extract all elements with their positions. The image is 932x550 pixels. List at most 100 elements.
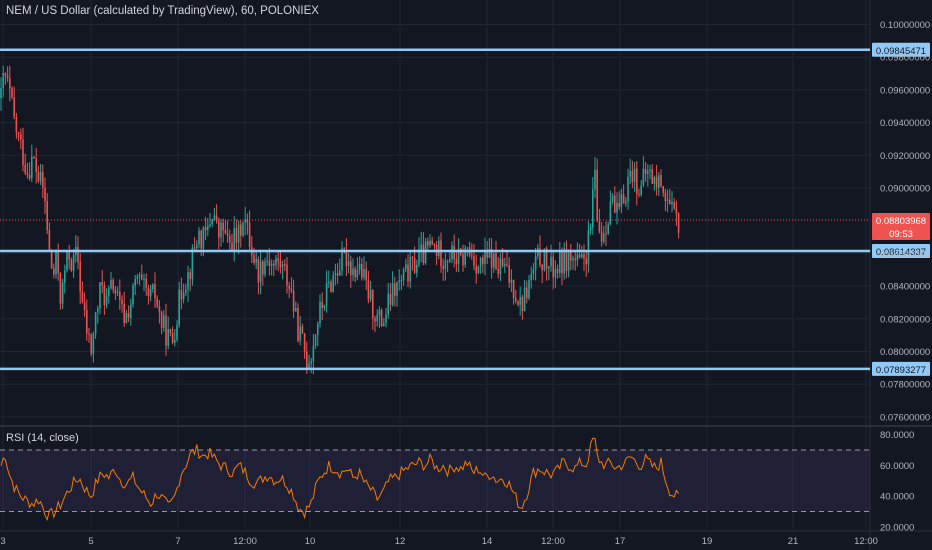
candle-body <box>633 168 636 182</box>
candle-body <box>603 233 605 242</box>
candle-body <box>13 97 15 118</box>
candle-body <box>44 187 46 202</box>
time-axis-tick-label: 12:00 <box>541 536 565 547</box>
candle-body <box>83 302 86 311</box>
price-axis-tick-label: 0.09400000 <box>880 118 930 129</box>
candle-body <box>66 251 68 271</box>
candle-body <box>314 335 317 346</box>
candle-body <box>391 283 394 305</box>
candle-body <box>394 283 396 296</box>
candle-body <box>614 195 616 213</box>
candle-body <box>147 287 150 297</box>
candle-body <box>673 202 675 209</box>
candle-body <box>213 215 216 220</box>
candle-body <box>550 256 552 267</box>
candle-body <box>125 312 128 324</box>
candle-body <box>176 325 178 340</box>
candle-body <box>218 221 220 238</box>
candle-body <box>625 201 627 204</box>
candle-body <box>600 231 603 242</box>
level-label-box <box>872 244 930 259</box>
candle-body <box>629 170 631 177</box>
current-price-box <box>872 213 930 241</box>
candle-body <box>244 219 246 223</box>
candle-body <box>130 304 132 318</box>
candle-body <box>279 261 282 268</box>
candle-body <box>530 274 532 281</box>
candle-body <box>677 213 680 233</box>
candle-body <box>248 222 251 247</box>
candle-body <box>402 269 405 280</box>
candle-body <box>81 291 84 303</box>
candle-body <box>57 249 59 274</box>
candle-body <box>264 261 266 275</box>
candle-body <box>332 275 334 292</box>
candle-body <box>345 251 348 267</box>
candle-body <box>464 248 466 266</box>
candle-body <box>367 280 370 300</box>
candle-body <box>31 156 33 179</box>
candle-body <box>191 247 194 280</box>
candle-body <box>22 139 24 166</box>
candle-body <box>64 270 66 283</box>
candle-body <box>512 279 515 299</box>
candle-body <box>317 323 319 336</box>
candle-body <box>444 260 447 269</box>
candle-body <box>611 195 614 202</box>
candle-body <box>295 307 297 312</box>
candle-body <box>585 258 587 265</box>
candle-body <box>561 251 563 274</box>
candle-body <box>275 258 277 266</box>
candle-body <box>389 293 392 305</box>
candle-body <box>488 249 491 258</box>
candle-body <box>416 264 418 273</box>
current-price-text: 0.08803968 <box>876 216 926 227</box>
candle-body <box>576 254 579 261</box>
price-axis-tick-label: 0.07800000 <box>880 380 930 391</box>
candle-body <box>350 261 352 276</box>
candle-body <box>565 248 568 272</box>
candle-body <box>301 326 304 334</box>
candle-body <box>50 249 53 269</box>
candle-body <box>438 240 440 256</box>
candle-body <box>136 276 139 280</box>
price-axis-tick-label: 0.09000000 <box>880 183 930 194</box>
rsi-axis-tick-label: 80.0000 <box>880 430 914 441</box>
candle-body <box>504 264 506 266</box>
level-label-text: 0.09845471 <box>876 46 926 57</box>
level-price-label: 0.08614337 <box>872 244 930 259</box>
candle-body <box>570 251 572 261</box>
price-axis-tick-label: 0.08000000 <box>880 347 930 358</box>
candle-body <box>411 257 414 259</box>
candle-body <box>669 199 671 205</box>
time-axis-tick-label: 7 <box>175 536 180 547</box>
rsi-title: RSI (14, close) <box>6 432 79 444</box>
candle-body <box>649 169 651 171</box>
price-axis-tick-label: 0.09800000 <box>880 53 930 64</box>
candle-body <box>422 244 425 264</box>
candle-body <box>385 314 387 324</box>
candle-body <box>288 285 290 289</box>
candle-body <box>180 289 183 300</box>
candle-body <box>105 295 108 306</box>
candle-body <box>321 301 323 308</box>
candle-body <box>552 256 554 278</box>
candle-body <box>526 287 528 299</box>
candle-body <box>15 117 18 133</box>
candle-body <box>204 227 207 231</box>
candle-body <box>152 284 154 290</box>
candle-body <box>233 228 235 251</box>
price-axis-tick-label: 0.08200000 <box>880 314 930 325</box>
candle-body <box>123 303 125 324</box>
candle-body <box>596 169 598 222</box>
candle-body <box>185 289 187 294</box>
rsi-axis-tick-label: 40.0000 <box>880 492 914 503</box>
candle-body <box>20 134 22 140</box>
time-axis-tick-label: 17 <box>615 536 626 547</box>
time-axis-tick-label: 10 <box>305 536 316 547</box>
candle-body <box>607 224 609 234</box>
candle-body <box>400 279 403 281</box>
candle-body <box>493 253 495 268</box>
candle-body <box>636 168 638 195</box>
